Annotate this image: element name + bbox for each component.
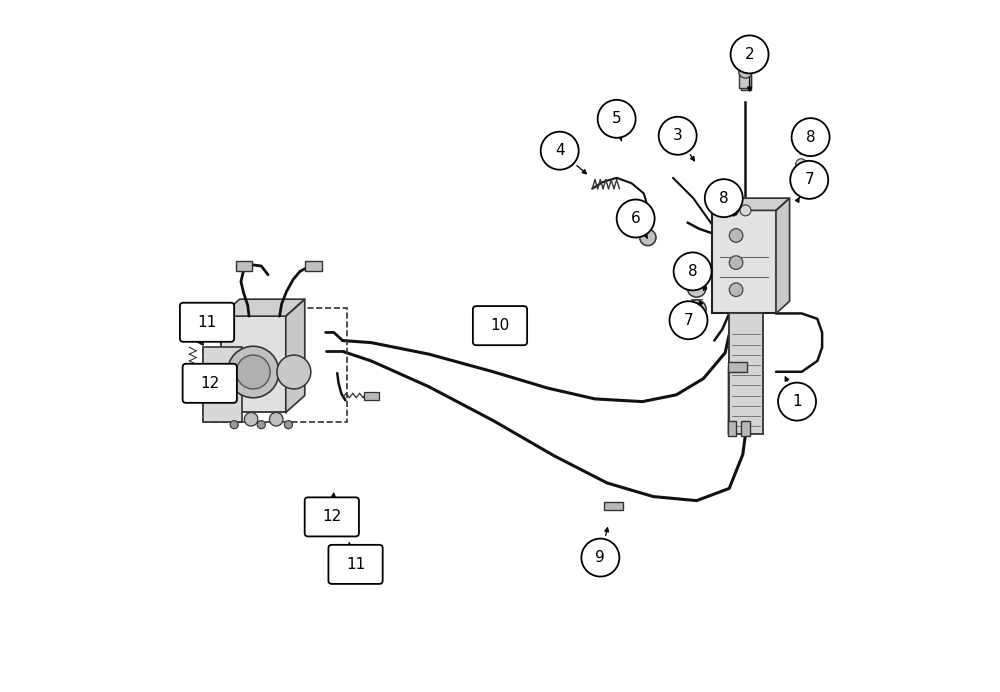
Circle shape: [257, 421, 265, 429]
Text: 8: 8: [688, 264, 697, 279]
Circle shape: [790, 161, 828, 199]
Circle shape: [728, 205, 739, 216]
Bar: [712, 210, 776, 313]
FancyBboxPatch shape: [473, 306, 527, 345]
Text: 6: 6: [631, 211, 641, 226]
Circle shape: [193, 380, 204, 391]
Text: 7: 7: [804, 172, 814, 188]
Bar: [203, 308, 347, 422]
Circle shape: [640, 229, 656, 246]
Text: 11: 11: [197, 315, 217, 330]
Circle shape: [796, 159, 807, 170]
Circle shape: [659, 117, 697, 155]
Bar: [741, 421, 750, 435]
Text: 12: 12: [322, 509, 341, 525]
Text: 3: 3: [673, 128, 683, 143]
Circle shape: [778, 383, 816, 421]
Circle shape: [687, 300, 706, 319]
FancyBboxPatch shape: [183, 364, 237, 403]
Circle shape: [670, 301, 708, 339]
Text: 9: 9: [595, 550, 605, 565]
Circle shape: [674, 253, 712, 291]
Circle shape: [729, 228, 743, 242]
Text: 8: 8: [719, 191, 729, 206]
Circle shape: [617, 199, 655, 237]
Circle shape: [705, 179, 743, 217]
Bar: [739, 71, 751, 89]
Bar: [364, 392, 379, 400]
Circle shape: [598, 100, 636, 138]
Circle shape: [729, 283, 743, 296]
Bar: [728, 363, 747, 372]
Text: 11: 11: [346, 557, 365, 572]
Text: 1: 1: [792, 394, 802, 409]
Bar: [604, 502, 623, 510]
Bar: [728, 421, 736, 435]
FancyBboxPatch shape: [305, 498, 359, 536]
Bar: [221, 316, 286, 412]
Polygon shape: [776, 198, 790, 313]
FancyBboxPatch shape: [328, 545, 383, 584]
Circle shape: [244, 412, 258, 426]
Polygon shape: [286, 299, 305, 412]
Bar: [305, 261, 322, 271]
Circle shape: [227, 346, 279, 398]
Text: 2: 2: [745, 47, 754, 62]
Text: 10: 10: [490, 318, 510, 333]
Circle shape: [805, 168, 819, 182]
Circle shape: [792, 118, 830, 156]
Circle shape: [581, 538, 619, 576]
Circle shape: [230, 421, 238, 429]
Bar: [236, 261, 252, 271]
Circle shape: [731, 35, 769, 73]
Text: 12: 12: [200, 376, 219, 391]
Circle shape: [740, 205, 751, 216]
Circle shape: [541, 131, 579, 170]
Bar: [729, 313, 763, 434]
Text: 5: 5: [612, 111, 621, 127]
Circle shape: [739, 64, 752, 78]
Bar: [203, 347, 242, 422]
Text: 8: 8: [806, 129, 815, 145]
Circle shape: [687, 278, 706, 297]
Circle shape: [284, 421, 292, 429]
Text: 7: 7: [684, 313, 693, 328]
Text: 4: 4: [555, 143, 564, 158]
FancyBboxPatch shape: [180, 302, 234, 342]
Bar: [741, 75, 751, 90]
Circle shape: [277, 355, 311, 389]
Circle shape: [269, 412, 283, 426]
Circle shape: [729, 256, 743, 269]
Polygon shape: [221, 299, 305, 316]
Circle shape: [236, 355, 270, 389]
Polygon shape: [712, 198, 790, 210]
